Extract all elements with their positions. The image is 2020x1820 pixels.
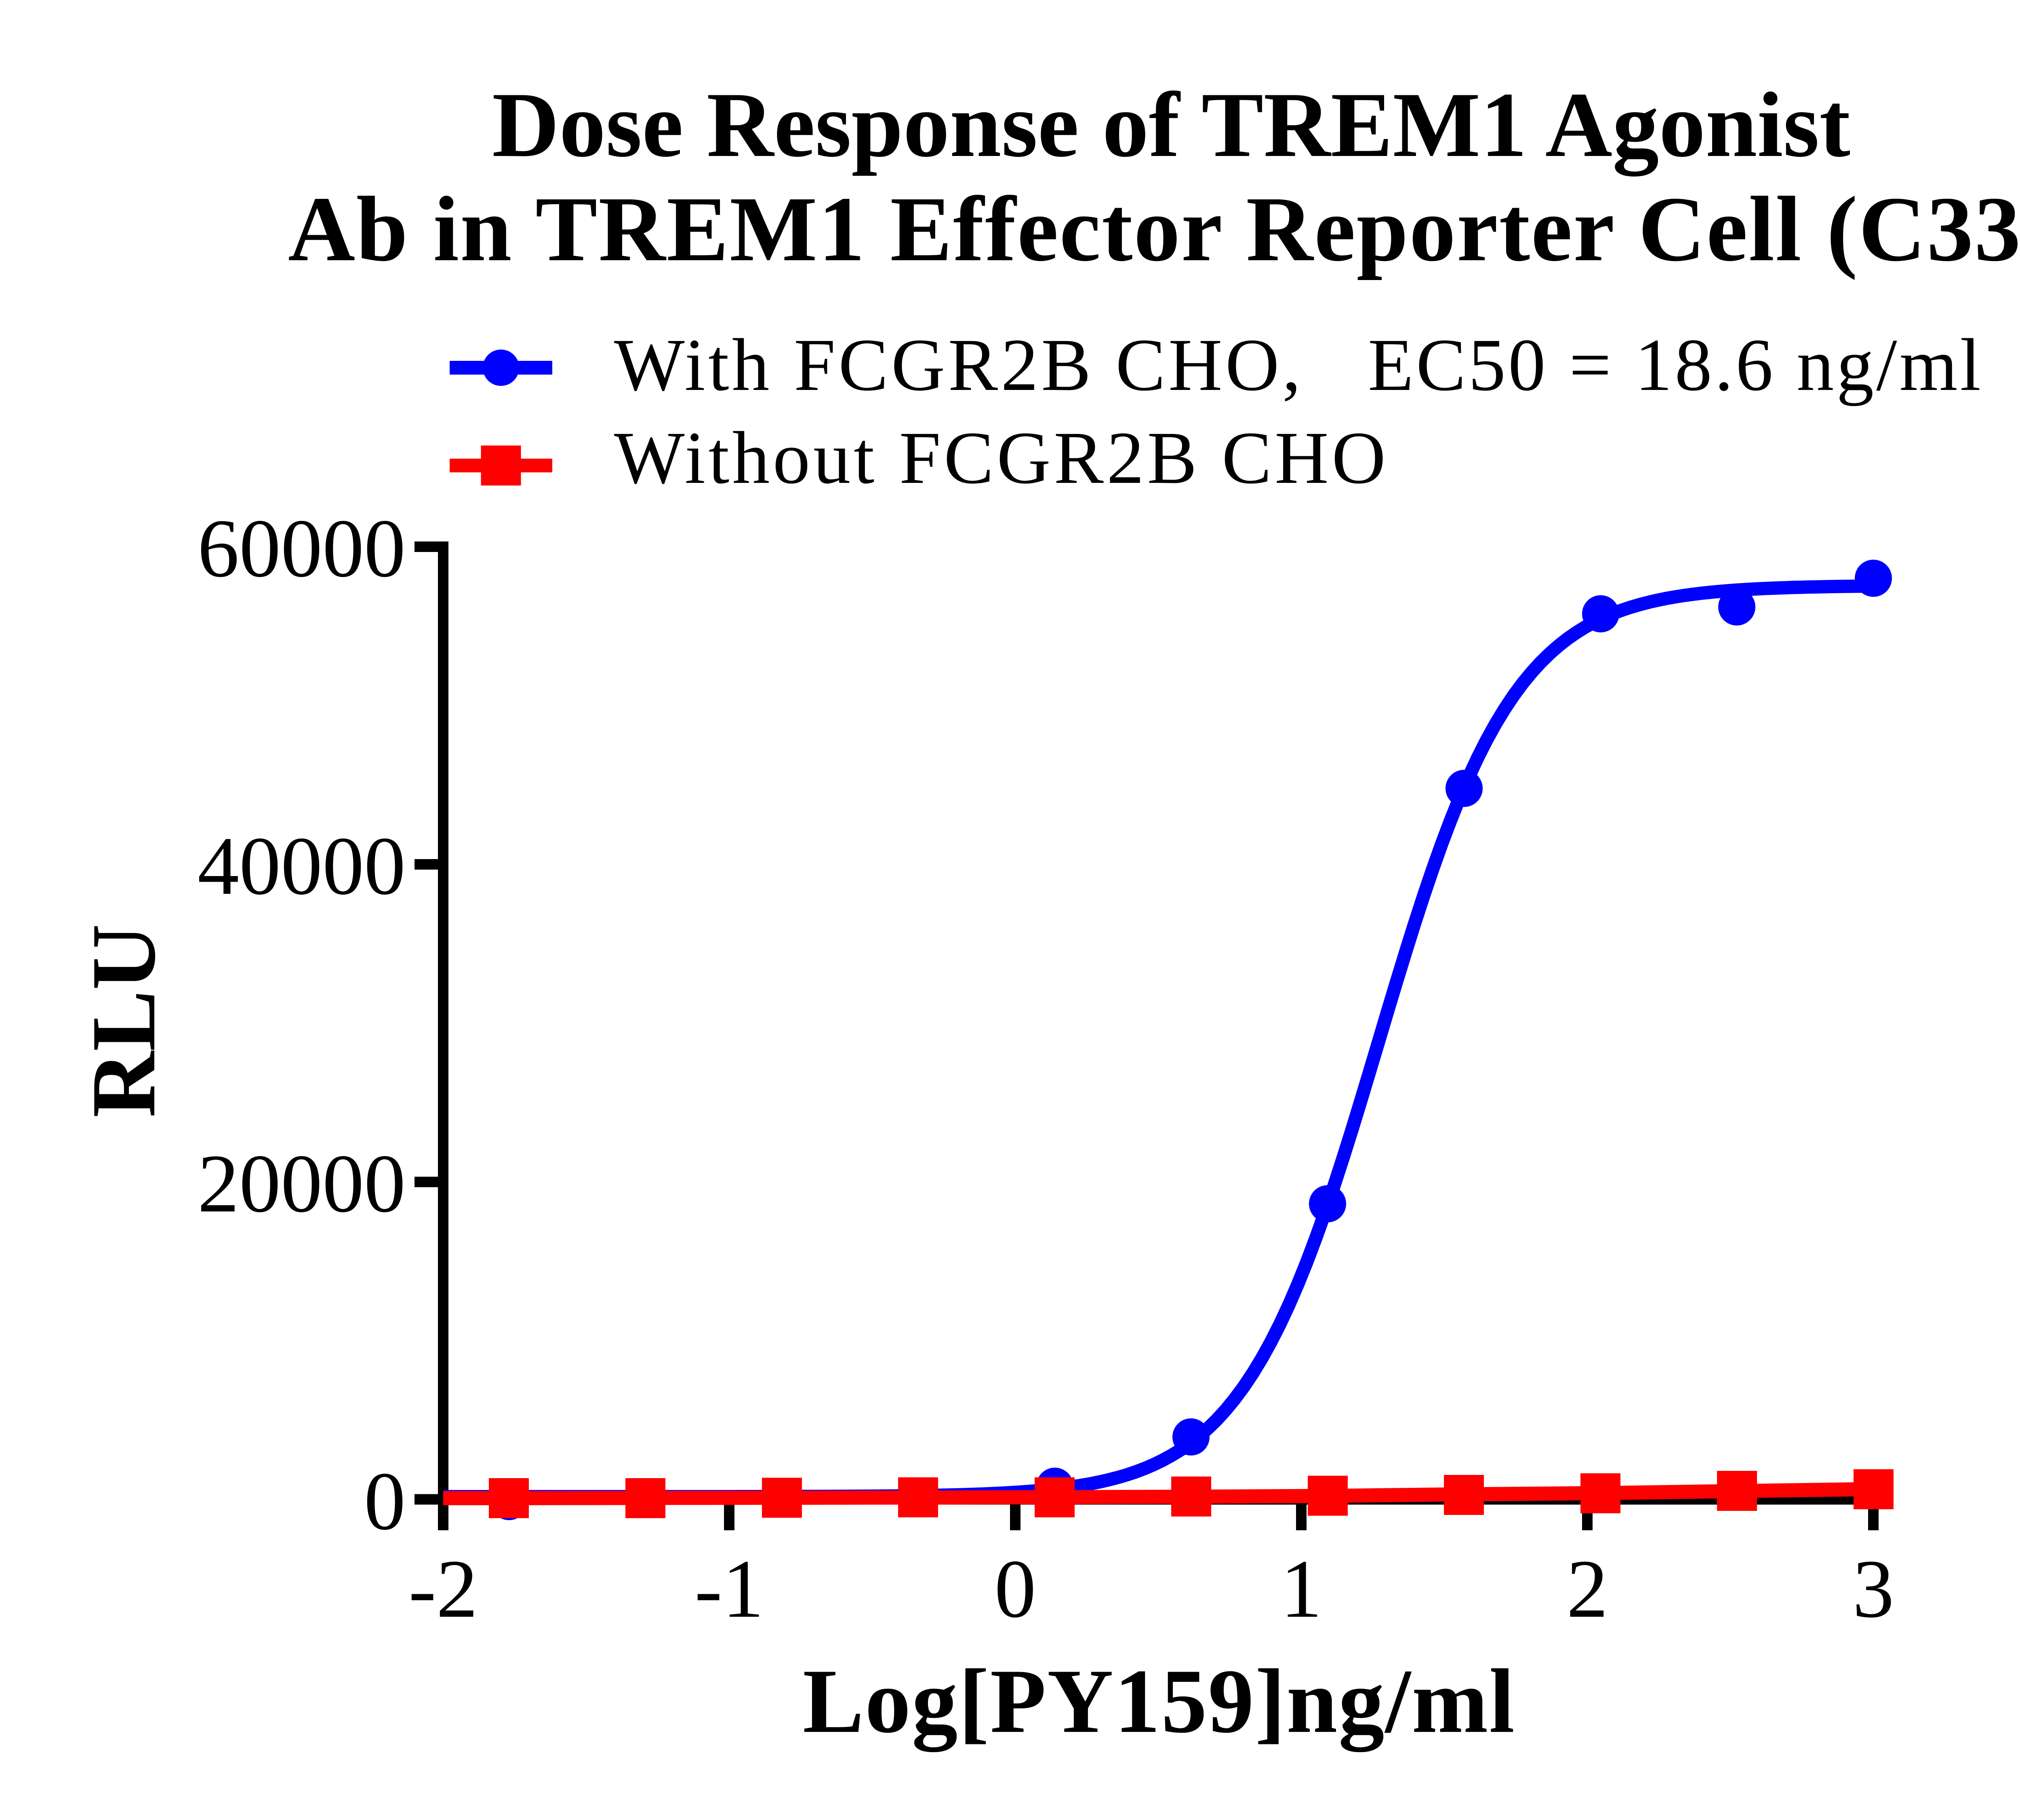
svg-text:Dose Response of TREM1 Agonist: Dose Response of TREM1 Agonist: [492, 73, 1850, 177]
svg-text:1: 1: [1281, 1542, 1322, 1635]
svg-text:-2: -2: [408, 1542, 478, 1635]
svg-text:60000: 60000: [198, 502, 406, 594]
svg-text:40000: 40000: [198, 819, 406, 912]
svg-text:3: 3: [1853, 1542, 1894, 1635]
svg-text:2: 2: [1567, 1542, 1608, 1635]
svg-text:With FCGR2B CHO,: With FCGR2B CHO,: [614, 324, 1301, 407]
svg-text:RLU: RLU: [73, 924, 175, 1117]
svg-text:-1: -1: [694, 1542, 764, 1635]
svg-text:EC50 = 18.6 ng/ml: EC50 = 18.6 ng/ml: [1368, 324, 1981, 407]
svg-text:0: 0: [364, 1455, 406, 1547]
svg-text:Ab in TREM1 Effector Reporter: Ab in TREM1 Effector Reporter Cell (C33): [288, 177, 2020, 280]
svg-text:Without FCGR2B CHO: Without FCGR2B CHO: [614, 417, 1386, 499]
svg-text:20000: 20000: [198, 1137, 406, 1230]
svg-text:0: 0: [995, 1542, 1036, 1635]
svg-text:Log[PY159]ng/ml: Log[PY159]ng/ml: [803, 1651, 1515, 1752]
